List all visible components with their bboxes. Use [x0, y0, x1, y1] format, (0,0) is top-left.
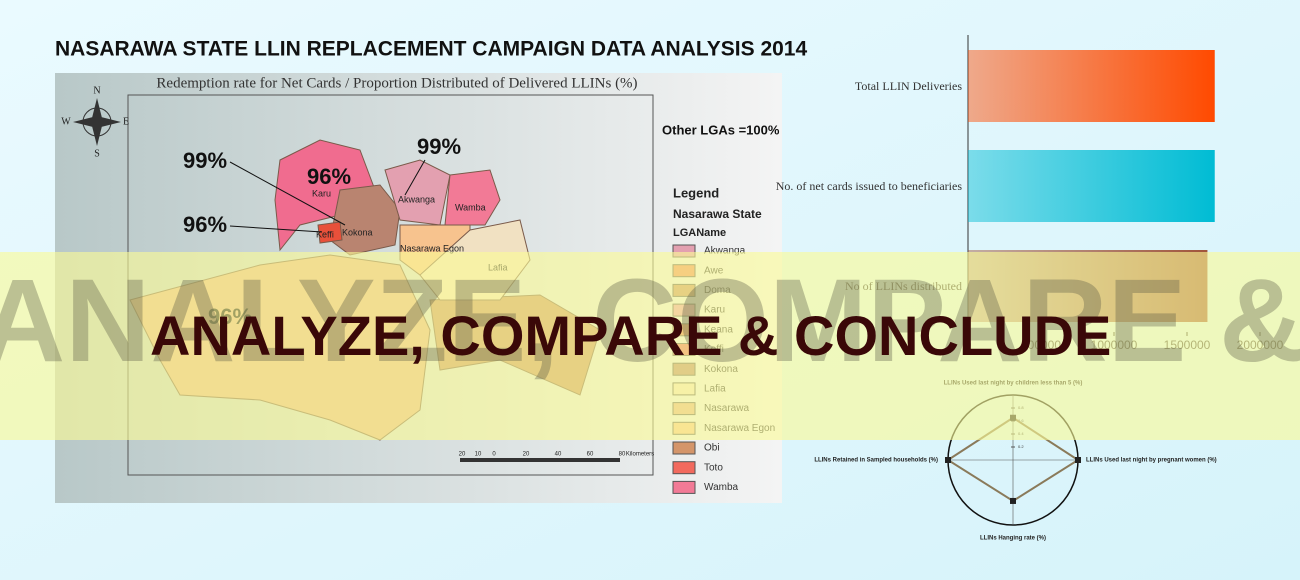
legend-field: LGAName — [673, 227, 726, 239]
scale-label: 40 — [555, 452, 562, 458]
legend-swatch — [672, 441, 696, 455]
legend-label: Wamba — [704, 482, 739, 493]
compass: N E S W — [61, 85, 129, 159]
lga-label: Kokona — [342, 227, 373, 237]
legend-swatch — [672, 461, 696, 475]
legend-label: Akwanga — [704, 246, 746, 257]
legend-title: Legend — [673, 185, 719, 200]
banner-text: ANALYZE, COMPARE & CONCLUDE — [150, 304, 1111, 367]
scale-bar: 20 10 0 20 40 60 80 Kilometers — [459, 452, 654, 462]
region — [444, 169, 501, 226]
legend-label: Obi — [704, 443, 720, 454]
lga-label: Nasarawa Egon — [400, 243, 464, 253]
radar-axis-label: LLINs Retained in Sampled households (%) — [814, 458, 938, 464]
other-note: Other LGAs =100% — [662, 122, 780, 137]
lga-label: Karu — [312, 188, 331, 198]
scale-label: 60 — [587, 452, 594, 458]
page-title: NASARAWA STATE LLIN REPLACEMENT CAMPAIGN… — [55, 38, 807, 61]
radar-axis-label: LLINs Hanging rate (%) — [980, 536, 1046, 542]
lga-label: Keffi — [316, 229, 334, 239]
scale-label: Kilometers — [626, 452, 654, 458]
scale-label: 20 — [459, 452, 466, 458]
banner-ghost-text: ANALYZE, COMPARE & CONCLUDE — [0, 255, 1300, 387]
category-label: No. of net cards issued to beneficiaries — [776, 179, 963, 193]
radar-point — [1010, 497, 1016, 504]
bar — [968, 50, 1215, 122]
lga-label: Wamba — [455, 202, 486, 212]
scale-rect — [460, 458, 620, 462]
compass-ring — [82, 107, 112, 137]
leader-lines — [229, 159, 426, 233]
category-label: Total LLIN Deliveries — [855, 79, 962, 93]
radar-point — [1075, 457, 1081, 463]
bar — [968, 150, 1215, 222]
compass-e: E — [123, 116, 129, 127]
scale-label: 10 — [475, 452, 482, 458]
compass-s: S — [94, 148, 100, 159]
region — [317, 221, 343, 244]
scale-label: 80 — [619, 452, 626, 458]
annotation: 96% — [183, 212, 227, 237]
lga-label: Akwanga — [398, 194, 435, 204]
compass-rose — [73, 98, 121, 146]
radar-axis-label: LLINs Used last night by pregnant women … — [1086, 458, 1217, 464]
region — [384, 159, 451, 226]
legend-subtitle: Nasarawa State — [673, 207, 762, 221]
r-tick-label: 0.2 — [1018, 444, 1024, 449]
map-title: Redemption rate for Net Cards / Proporti… — [156, 75, 637, 91]
legend-swatch — [672, 480, 696, 494]
compass-n: N — [93, 85, 100, 96]
legend-label: Toto — [704, 462, 723, 473]
annotation: 96% — [307, 164, 351, 189]
banner — [0, 252, 1300, 440]
radar-point — [945, 457, 951, 463]
scale-label: 20 — [523, 452, 530, 458]
annotation: 99% — [183, 148, 227, 173]
compass-w: W — [61, 116, 71, 127]
annotation: 99% — [417, 134, 461, 159]
scale-label: 0 — [492, 452, 496, 458]
